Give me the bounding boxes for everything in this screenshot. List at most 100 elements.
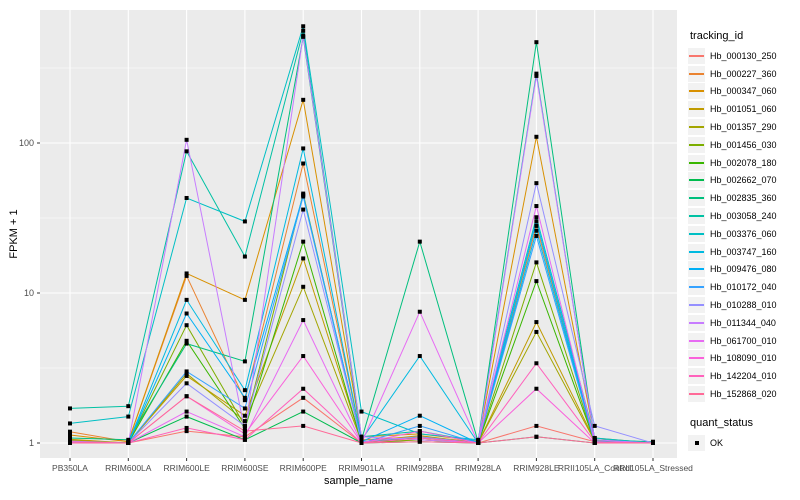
data-point: [184, 429, 189, 434]
legend-key: [688, 65, 705, 82]
data-point: [242, 395, 247, 400]
x-tick-label: RRIM928LA: [455, 463, 502, 473]
data-point: [126, 441, 131, 445]
data-point: [184, 273, 189, 278]
data-point: [534, 434, 539, 439]
legend-item-label: Hb_001051_060: [710, 104, 777, 115]
data-point: [534, 73, 539, 78]
data-point: [534, 204, 539, 209]
x-tick-label: RRIM600PE: [280, 463, 328, 473]
data-point: [534, 361, 539, 366]
data-point: [301, 256, 306, 261]
data-point: [301, 423, 306, 428]
legend-item-label: Hb_002078_180: [710, 157, 777, 168]
data-point: [534, 71, 539, 76]
legend-color-line-icon: [689, 108, 704, 111]
legend-color-line-icon: [689, 232, 704, 235]
data-point: [184, 381, 189, 386]
legend-item-label: Hb_002835_360: [710, 193, 777, 204]
data-point: [417, 429, 422, 434]
data-point: [417, 431, 422, 436]
data-point: [184, 371, 189, 376]
x-tick-label: RRII105LA_Stressed: [613, 463, 693, 473]
data-point: [534, 223, 539, 228]
legend: tracking_id Hb_000130_250 Hb_000227_360 Hb…: [688, 30, 800, 452]
legend-item: Hb_002835_360: [688, 189, 800, 207]
legend-item-label: Hb_061700_010: [710, 335, 777, 346]
data-point: [242, 431, 247, 436]
data-point: [592, 441, 597, 445]
data-point: [417, 439, 422, 444]
data-point: [242, 406, 247, 411]
data-point: [534, 181, 539, 186]
data-point: [184, 409, 189, 414]
data-point: [301, 207, 306, 212]
data-point: [242, 413, 247, 418]
data-point: [534, 329, 539, 334]
legend-key: [688, 119, 705, 136]
data-point: [301, 409, 306, 414]
data-point: [417, 354, 422, 359]
legend-item: Hb_003376_060: [688, 225, 800, 243]
data-point: [417, 309, 422, 314]
data-point: [184, 149, 189, 154]
data-point: [301, 33, 306, 38]
quant-status-legend-title: quant_status: [690, 416, 753, 429]
data-point: [534, 228, 539, 233]
data-point: [359, 409, 364, 414]
legend-item: Hb_002078_180: [688, 154, 800, 172]
quant-status-legend-item: OK: [688, 434, 800, 452]
legend-color-line-icon: [689, 357, 704, 360]
x-tick-label: RRII105LA_Control: [558, 463, 632, 473]
quant-status-key: [688, 434, 705, 451]
legend-color-line-icon: [689, 161, 704, 164]
data-point: [126, 404, 131, 409]
legend-item: Hb_003747_160: [688, 243, 800, 261]
data-point: [301, 97, 306, 102]
legend-color-line-icon: [689, 90, 704, 93]
legend-item-label: Hb_000130_250: [710, 50, 777, 61]
legend-key: [688, 47, 705, 64]
legend-item-label: Hb_003058_240: [710, 211, 777, 222]
legend-key: [688, 172, 705, 189]
data-point: [417, 413, 422, 418]
data-point: [301, 395, 306, 400]
data-point: [534, 386, 539, 391]
x-tick-label: PB350LA: [52, 463, 88, 473]
data-point: [242, 423, 247, 428]
legend-color-line-icon: [689, 54, 704, 57]
data-point: [184, 373, 189, 378]
legend-item: Hb_001456_030: [688, 136, 800, 154]
legend-color-line-icon: [689, 143, 704, 146]
data-point: [184, 414, 189, 419]
legend-item-label: Hb_000227_360: [710, 68, 777, 79]
x-tick-label: RRIM600SE: [221, 463, 269, 473]
legend-item-label: Hb_142204_010: [710, 371, 777, 382]
legend-item: Hb_108090_010: [688, 350, 800, 368]
data-point: [534, 215, 539, 220]
x-axis-title: sample_name: [323, 475, 394, 487]
legend-item: Hb_003058_240: [688, 207, 800, 225]
legend-item-label: Hb_009476_080: [710, 264, 777, 275]
data-point: [184, 297, 189, 302]
data-point: [184, 311, 189, 316]
legend-item-label: Hb_000347_060: [710, 86, 777, 97]
data-point: [417, 423, 422, 428]
data-point: [301, 354, 306, 359]
legend-key: [688, 154, 705, 171]
legend-items: Hb_000130_250 Hb_000227_360 Hb_000347_060 H…: [688, 47, 800, 403]
y-tick-label: 10: [24, 288, 34, 298]
data-point: [126, 414, 131, 419]
legend-color-line-icon: [689, 286, 704, 289]
legend-color-line-icon: [689, 72, 704, 75]
data-point: [184, 195, 189, 200]
legend-color-line-icon: [689, 126, 704, 129]
legend-color-line-icon: [689, 375, 704, 378]
data-point: [242, 388, 247, 393]
data-point: [301, 24, 306, 29]
data-point: [534, 40, 539, 45]
legend-key: [688, 279, 705, 296]
legend-item-label: Hb_001456_030: [710, 139, 777, 150]
legend-color-line-icon: [689, 304, 704, 307]
